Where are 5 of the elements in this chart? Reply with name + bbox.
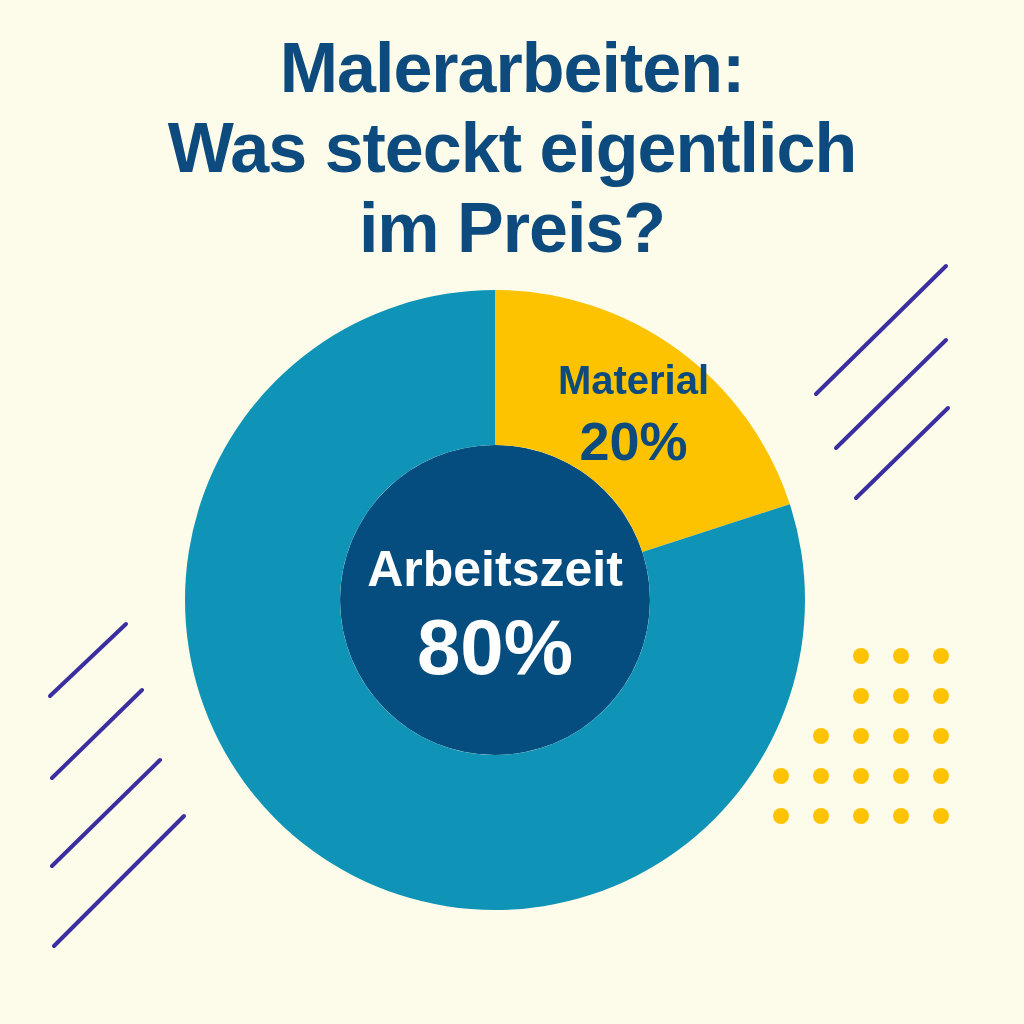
- data-label: 80%: [416, 602, 574, 691]
- data-label: 20%: [579, 411, 688, 472]
- slice-label: Material: [557, 358, 710, 403]
- chart-title: Malerarbeiten: Was steckt eigentlich im Preis?: [166, 28, 858, 268]
- slice-label: Arbeitszeit: [367, 540, 624, 597]
